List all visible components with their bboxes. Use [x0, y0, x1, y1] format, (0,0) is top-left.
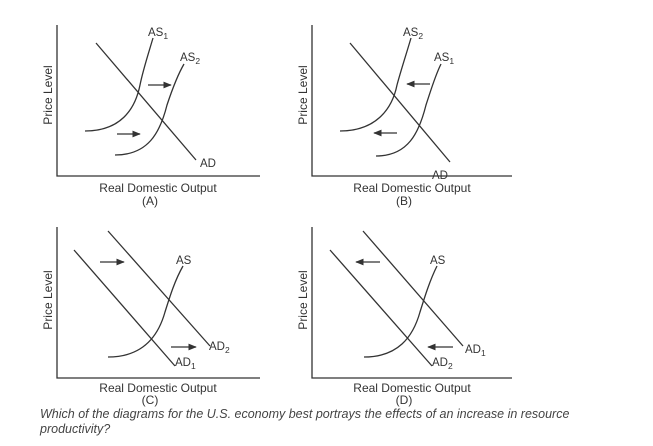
panel-d-as-curve [363, 265, 438, 358]
panel-b-x-axis-label: Real Domestic Output [353, 181, 471, 195]
panel-d-ad1-curve [362, 230, 464, 347]
panel-c-id: (C) [142, 393, 159, 407]
question-text: Which of the diagrams for the U.S. econo… [40, 407, 570, 436]
panel-c-axes [56, 227, 260, 379]
panel-c-ad1-label: AD1 [175, 357, 196, 371]
panel-d-ad2-label: AD2 [432, 357, 453, 371]
panel-a-ad-curve [95, 42, 197, 161]
panel-c-ad2-curve [107, 230, 211, 347]
panel-d-y-axis-label: Price Level [296, 270, 310, 329]
panel-b-as1-curve [375, 63, 442, 157]
panel-b-as1-label: AS1 [434, 52, 454, 66]
panel-a: Price Level AS1 AS2 AD Real Domestic Out… [41, 25, 260, 208]
panel-c-as-curve [107, 265, 184, 358]
panel-b-id: (B) [396, 194, 412, 208]
panel-b-as2-label: AS2 [403, 27, 423, 41]
panel-d: Price Level AS AD1 AD2 Real Domestic Out… [296, 227, 512, 407]
panel-c: Price Level AS AD2 AD1 Real Domestic Out… [41, 227, 260, 407]
panel-c-ad2-label: AD2 [209, 341, 230, 355]
panel-c-as-label: AS [176, 255, 192, 267]
panel-b-ad-curve [349, 42, 451, 163]
panel-d-as-label: AS [430, 255, 446, 267]
panel-b: Price Level AS2 AS1 AD Real Domestic Out… [296, 25, 512, 208]
panel-d-ad2-curve [329, 249, 433, 367]
panel-b-as2-curve [339, 37, 412, 132]
panel-a-as1-label: AS1 [148, 27, 168, 41]
panel-a-x-axis-label: Real Domestic Output [99, 181, 217, 195]
panel-a-id: (A) [142, 194, 158, 208]
panel-a-as2-curve [114, 63, 185, 156]
panel-b-axes [311, 25, 512, 177]
panel-a-axes [56, 25, 260, 177]
panel-c-ad1-curve [73, 249, 176, 367]
panel-c-y-axis-label: Price Level [41, 270, 55, 329]
panel-b-ad-label: AD [432, 170, 448, 182]
panel-c-x-axis-label: Real Domestic Output [99, 381, 217, 395]
panel-a-y-axis-label: Price Level [41, 65, 55, 124]
panel-d-id: (D) [396, 393, 413, 407]
panel-b-y-axis-label: Price Level [296, 65, 310, 124]
panel-d-axes [311, 227, 512, 379]
panel-a-as1-curve [84, 37, 154, 132]
panel-a-ad-label: AD [200, 158, 216, 170]
panel-d-ad1-label: AD1 [465, 344, 486, 358]
panel-d-x-axis-label: Real Domestic Output [353, 381, 471, 395]
four-panel-diagram: Price Level AS1 AS2 AD Real Domestic Out… [41, 25, 512, 407]
panel-a-as2-label: AS2 [180, 52, 200, 66]
